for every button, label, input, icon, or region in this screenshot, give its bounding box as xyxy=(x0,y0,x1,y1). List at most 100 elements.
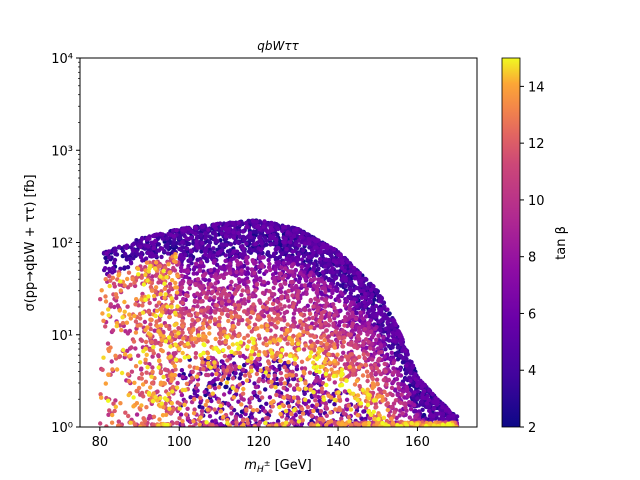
scatter-point xyxy=(213,281,218,286)
scatter-point xyxy=(415,396,420,401)
scatter-point xyxy=(332,402,337,407)
scatter-point xyxy=(206,285,211,291)
scatter-point xyxy=(284,387,290,392)
scatter-point xyxy=(311,304,316,309)
scatter-point xyxy=(374,337,379,342)
scatter-point xyxy=(407,392,412,397)
scatter-point xyxy=(180,227,185,232)
scatter-point xyxy=(307,237,312,243)
scatter-point xyxy=(377,319,382,325)
scatter-point xyxy=(149,380,155,386)
scatter-point xyxy=(253,359,258,364)
scatter-point xyxy=(169,309,174,314)
scatter-point xyxy=(108,302,114,307)
scatter-point xyxy=(112,249,118,254)
scatter-point xyxy=(433,396,438,401)
scatter-point xyxy=(317,278,323,283)
scatter-point xyxy=(144,405,149,410)
scatter-point xyxy=(374,377,380,382)
scatter-point xyxy=(286,288,291,294)
scatter-point xyxy=(197,263,202,269)
scatter-point xyxy=(265,280,271,286)
scatter-point xyxy=(407,400,412,405)
scatter-point xyxy=(382,354,387,359)
scatter-point xyxy=(284,416,289,422)
scatter-point xyxy=(397,353,403,358)
scatter-point xyxy=(431,413,436,419)
scatter-point xyxy=(368,346,373,351)
scatter-point xyxy=(379,349,384,355)
scatter-point xyxy=(139,267,144,272)
scatter-point xyxy=(296,399,301,405)
scatter-point xyxy=(236,303,241,308)
scatter-point xyxy=(201,273,207,278)
scatter-point xyxy=(384,315,390,321)
scatter-point xyxy=(218,221,223,226)
scatter-point xyxy=(232,291,237,296)
scatter-point xyxy=(246,295,252,300)
scatter-point xyxy=(228,310,234,315)
scatter-point xyxy=(260,406,266,411)
scatter-point xyxy=(313,296,318,301)
scatter-point xyxy=(255,394,260,399)
scatter-point xyxy=(304,291,309,296)
scatter-point xyxy=(274,368,279,373)
scatter-point xyxy=(398,338,403,344)
scatter-point xyxy=(352,358,357,363)
scatter-point xyxy=(256,314,261,319)
scatter-point xyxy=(301,248,306,253)
scatter-point xyxy=(192,397,197,402)
scatter-point xyxy=(142,319,148,325)
scatter-point xyxy=(403,376,409,382)
scatter-point xyxy=(382,312,387,317)
scatter-point xyxy=(229,411,234,416)
scatter-point xyxy=(197,268,203,273)
scatter-point xyxy=(236,230,241,236)
scatter-point xyxy=(267,317,272,323)
scatter-point xyxy=(180,281,185,286)
scatter-point xyxy=(180,300,185,306)
scatter-point xyxy=(307,311,313,316)
scatter-point xyxy=(270,272,276,277)
scatter-point xyxy=(404,363,409,368)
scatter-point xyxy=(139,338,145,343)
scatter-point xyxy=(139,371,145,377)
scatter-point xyxy=(226,226,232,231)
scatter-point xyxy=(349,324,354,329)
scatter-point xyxy=(237,284,242,289)
scatter-point xyxy=(249,415,255,420)
scatter-point xyxy=(451,413,456,418)
scatter-point xyxy=(231,248,237,254)
scatter-point xyxy=(315,238,321,243)
scatter-point xyxy=(420,407,425,412)
scatter-point xyxy=(337,298,342,304)
scatter-point xyxy=(369,329,374,334)
scatter-point xyxy=(140,258,145,263)
scatter-point xyxy=(299,257,305,262)
scatter-point xyxy=(231,230,236,235)
scatter-point xyxy=(321,418,326,423)
scatter-point xyxy=(271,235,276,240)
scatter-point xyxy=(255,223,261,229)
scatter-point xyxy=(198,232,204,237)
scatter-point xyxy=(311,261,317,267)
scatter-point xyxy=(216,385,222,390)
scatter-point xyxy=(264,401,269,406)
scatter-point xyxy=(264,269,269,274)
scatter-point xyxy=(160,236,165,241)
scatter-point xyxy=(332,276,338,281)
scatter-point xyxy=(239,268,244,273)
scatter-point xyxy=(307,370,313,375)
scatter-point xyxy=(371,333,376,338)
scatter-point xyxy=(295,382,300,388)
scatter-point xyxy=(214,424,219,427)
scatter-point xyxy=(207,414,213,419)
scatter-point xyxy=(234,269,239,275)
scatter-point xyxy=(177,401,182,406)
scatter-point xyxy=(362,299,367,305)
scatter-point xyxy=(282,304,287,309)
scatter-point xyxy=(233,392,239,397)
scatter-point xyxy=(313,378,318,383)
scatter-point xyxy=(377,299,382,304)
